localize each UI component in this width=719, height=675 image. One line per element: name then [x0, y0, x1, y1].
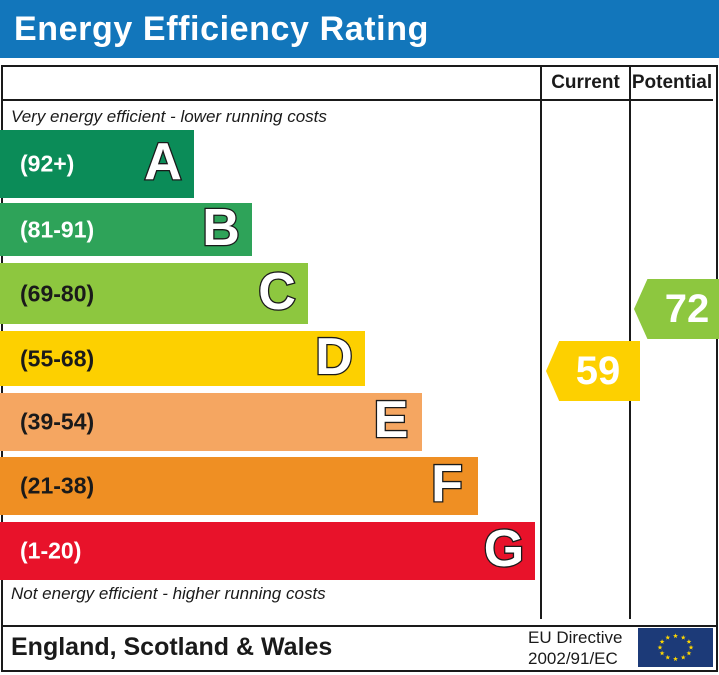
svg-text:A: A [144, 133, 182, 191]
svg-text:F: F [431, 455, 463, 513]
svg-text:G: G [484, 520, 524, 578]
svg-text:B: B [202, 199, 240, 257]
svg-text:D: D [315, 328, 353, 386]
svg-text:C: C [258, 263, 296, 321]
svg-text:E: E [374, 391, 409, 449]
